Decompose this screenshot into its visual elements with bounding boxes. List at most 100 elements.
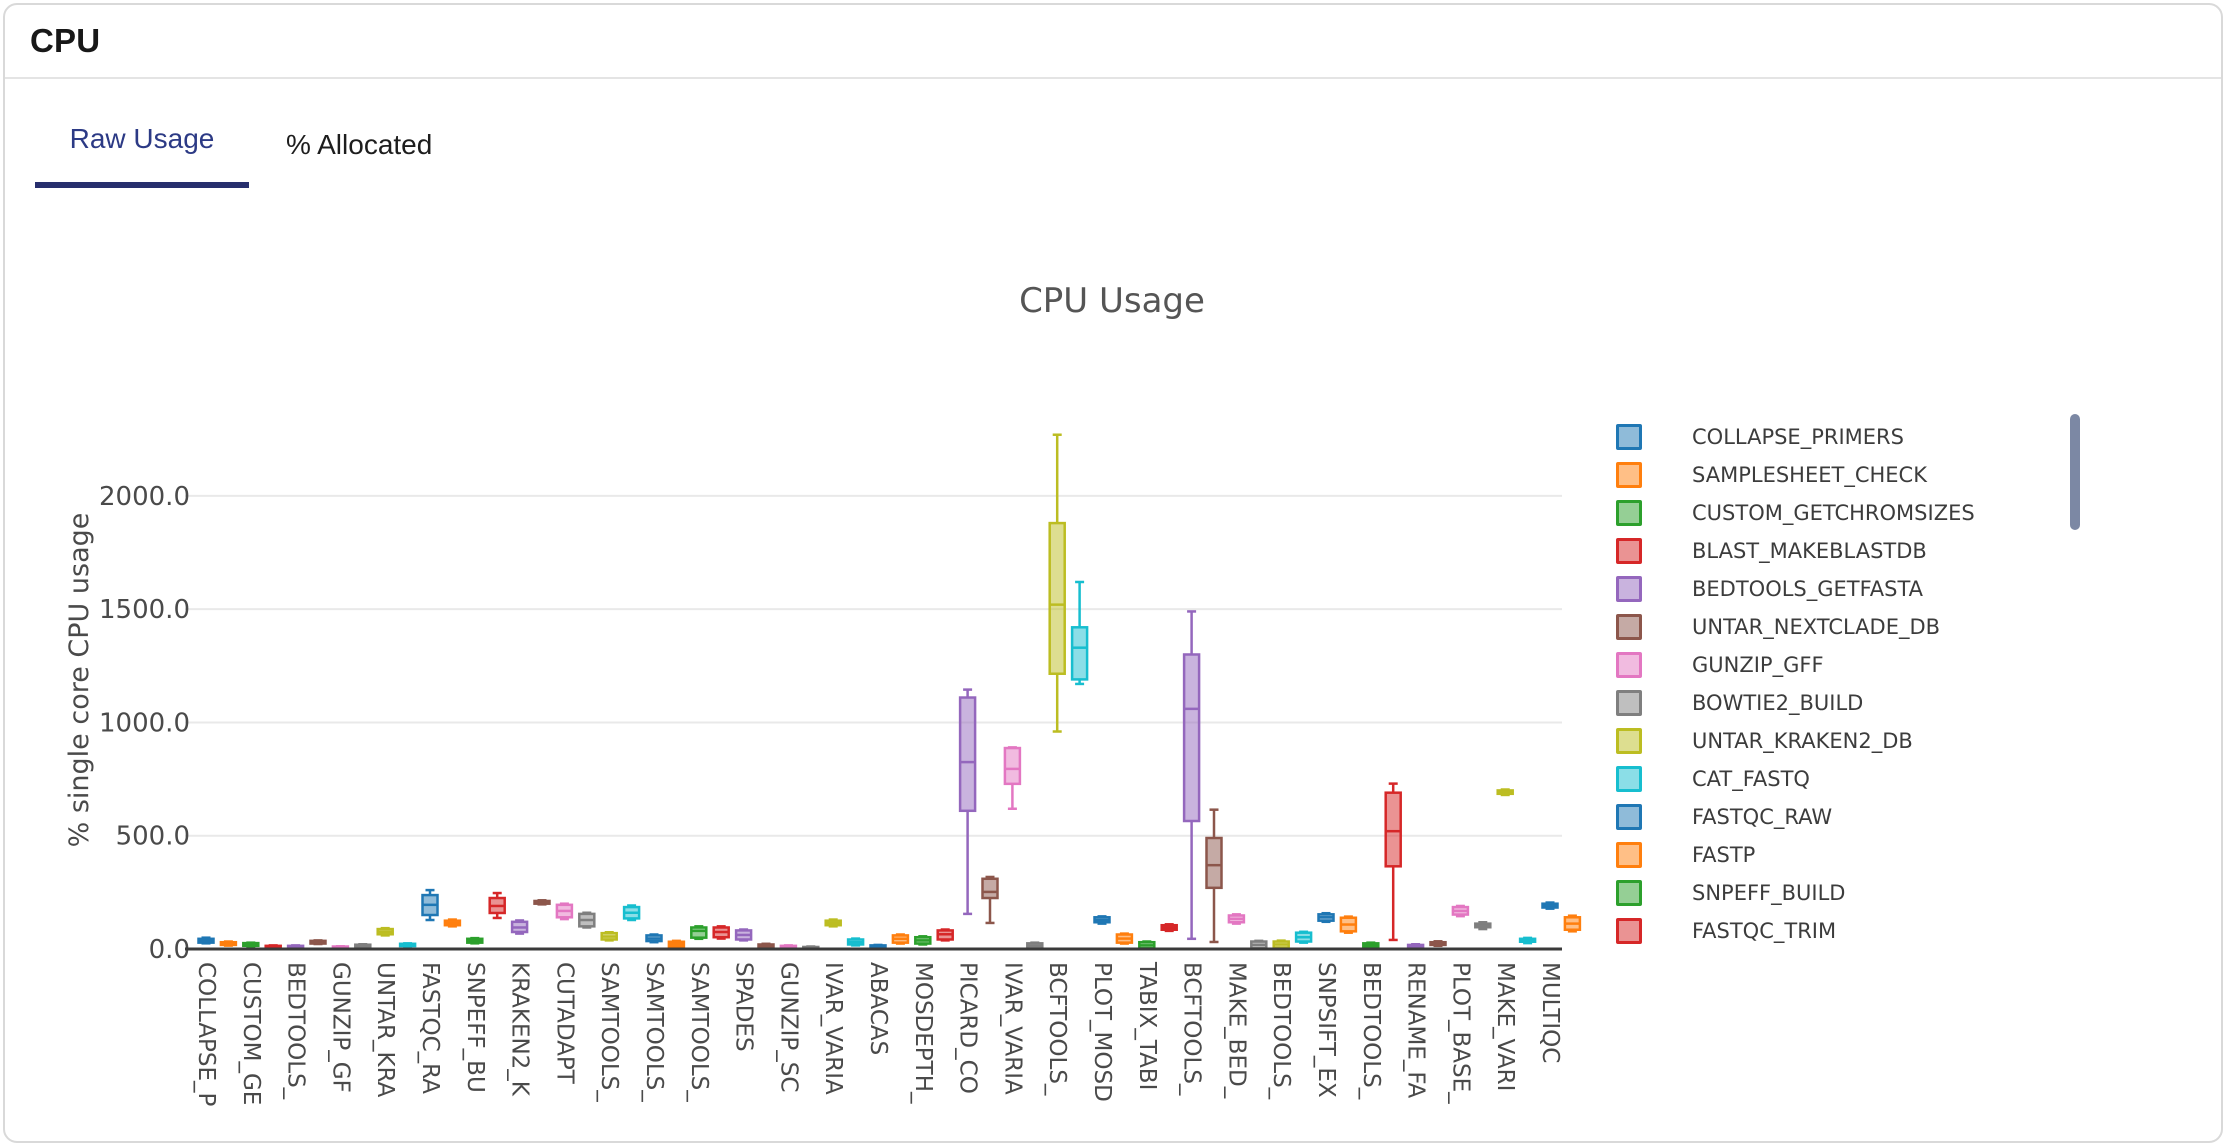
x-tick-label: PLOT_MOSD bbox=[1089, 962, 1115, 1102]
card-header: CPU bbox=[5, 5, 2221, 79]
legend-label: UNTAR_NEXTCLADE_DB bbox=[1692, 615, 1941, 639]
boxplot-trace bbox=[1003, 746, 1022, 811]
legend-label: SNPEFF_BUILD bbox=[1692, 881, 1846, 905]
legend-swatch-icon bbox=[1616, 918, 1642, 944]
boxplot-trace bbox=[1070, 580, 1089, 686]
y-tick-label: 0.0 bbox=[149, 935, 190, 965]
legend-item[interactable]: UNTAR_NEXTCLADE_DB bbox=[1616, 614, 1975, 640]
tab-percent-allocated[interactable]: % Allocated bbox=[286, 129, 433, 160]
boxplot-trace bbox=[1272, 939, 1290, 950]
cpu-card: CPU Raw Usage % Allocated bbox=[3, 3, 2223, 1143]
boxplot-trace bbox=[645, 933, 663, 944]
legend-item[interactable]: SNPEFF_BUILD bbox=[1616, 880, 1975, 906]
boxplot-trace bbox=[690, 925, 708, 941]
x-tick-label: MOSDEPTH_ bbox=[910, 962, 936, 1104]
legend-item[interactable]: CUSTOM_GETCHROMSIZES bbox=[1616, 500, 1975, 526]
boxplot-trace bbox=[914, 935, 932, 946]
legend-swatch-icon bbox=[1616, 576, 1642, 602]
y-tick-label: 1500.0 bbox=[99, 595, 190, 625]
boxplot-trace bbox=[958, 688, 977, 916]
x-tick-label: SNPSIFT_EX bbox=[1313, 962, 1339, 1098]
boxplot-trace bbox=[1160, 923, 1178, 933]
legend-item[interactable]: BLAST_MAKEBLASTDB bbox=[1616, 538, 1975, 564]
legend-item[interactable]: FASTQC_TRIM bbox=[1616, 918, 1975, 944]
chart-legend: COLLAPSE_PRIMERS SAMPLESHEET_CHECK CUSTOM_… bbox=[1616, 424, 1975, 956]
legend-label: FASTQC_TRIM bbox=[1692, 919, 1837, 943]
legend-swatch-icon bbox=[1616, 462, 1642, 488]
boxplot-trace bbox=[578, 911, 596, 929]
legend-item[interactable]: FASTP bbox=[1616, 842, 1975, 868]
legend-item[interactable]: CAT_FASTQ bbox=[1616, 766, 1975, 792]
legend-label: BEDTOOLS_GETFASTA bbox=[1692, 577, 1924, 601]
boxplot-trace bbox=[488, 891, 506, 920]
legend-item[interactable]: BEDTOOLS_GETFASTA bbox=[1616, 576, 1975, 602]
x-tick-label: SAMTOOLS_ bbox=[596, 962, 622, 1102]
legend-label: CUSTOM_GETCHROMSIZES bbox=[1692, 501, 1975, 525]
x-tick-label: GUNZIP_GF bbox=[327, 962, 353, 1093]
x-tick-label: FASTQC_RA bbox=[417, 962, 443, 1094]
boxplot-trace bbox=[622, 904, 641, 922]
legend-label: UNTAR_KRAKEN2_DB bbox=[1692, 729, 1913, 753]
x-tick-label: BCFTOOLS_ bbox=[1044, 962, 1070, 1096]
boxplot-trace bbox=[1205, 808, 1223, 944]
legend-item[interactable]: SAMPLESHEET_CHECK bbox=[1616, 462, 1975, 488]
legend-item[interactable]: COLLAPSE_PRIMERS bbox=[1616, 424, 1975, 450]
legend-swatch-icon bbox=[1616, 500, 1642, 526]
y-tick-label: 500.0 bbox=[116, 822, 190, 852]
boxplot-trace bbox=[846, 937, 865, 947]
boxplot-trace bbox=[354, 942, 372, 949]
y-tick-label: 1000.0 bbox=[99, 708, 190, 738]
boxplot-trace bbox=[1406, 942, 1425, 950]
legend-label: SAMPLESHEET_CHECK bbox=[1692, 463, 1927, 487]
x-tick-label: UNTAR_KRA bbox=[372, 962, 398, 1098]
legend-item[interactable]: FASTQC_RAW bbox=[1616, 804, 1975, 830]
legend-swatch-icon bbox=[1616, 538, 1642, 564]
x-tick-label: SAMTOOLS_ bbox=[686, 962, 712, 1102]
legend-swatch-icon bbox=[1616, 880, 1642, 906]
boxplot-trace bbox=[1496, 788, 1514, 797]
legend-scrollbar-thumb[interactable] bbox=[2070, 414, 2080, 530]
legend-label: FASTP bbox=[1692, 843, 1756, 867]
x-tick-label: IVAR_VARIA bbox=[999, 962, 1025, 1095]
boxplot-trace bbox=[1474, 921, 1492, 931]
boxplot-trace bbox=[398, 942, 417, 948]
boxplot-trace bbox=[466, 936, 484, 945]
x-tick-label: GUNZIP_SC bbox=[775, 962, 801, 1092]
chart-title: CPU Usage bbox=[1019, 281, 1205, 321]
x-tick-label: PLOT_BASE_ bbox=[1447, 962, 1473, 1104]
boxplot-trace bbox=[712, 925, 730, 940]
tab-raw-usage[interactable]: Raw Usage bbox=[35, 123, 249, 188]
boxplot-trace bbox=[443, 918, 462, 928]
legend-item[interactable]: GUNZIP_GFF bbox=[1616, 652, 1975, 678]
boxplot-trace bbox=[1317, 911, 1335, 924]
boxplot-trace bbox=[510, 919, 529, 935]
x-tick-label: SAMTOOLS_ bbox=[641, 962, 667, 1102]
boxplot-trace bbox=[1227, 913, 1246, 925]
legend-label: GUNZIP_GFF bbox=[1692, 653, 1824, 677]
legend-swatch-icon bbox=[1616, 424, 1642, 450]
legend-swatch-icon bbox=[1616, 614, 1642, 640]
boxplot-trace bbox=[1115, 932, 1134, 945]
page-title: CPU bbox=[30, 22, 101, 59]
x-tick-label: TABIX_TABI bbox=[1134, 961, 1160, 1090]
x-tick-label: KRAKEN2_K bbox=[507, 962, 533, 1097]
y-tick-label: 2000.0 bbox=[99, 482, 190, 512]
boxplot-trace bbox=[286, 944, 305, 950]
legend-label: FASTQC_RAW bbox=[1692, 805, 1833, 829]
boxplot-trace bbox=[376, 926, 394, 937]
legend-label: BLAST_MAKEBLASTDB bbox=[1692, 539, 1927, 563]
legend-item[interactable]: BOWTIE2_BUILD bbox=[1616, 690, 1975, 716]
boxplot-trace bbox=[667, 939, 686, 949]
legend-label: BOWTIE2_BUILD bbox=[1692, 691, 1864, 715]
legend-swatch-icon bbox=[1616, 842, 1642, 868]
legend-item[interactable]: UNTAR_KRAKEN2_DB bbox=[1616, 728, 1975, 754]
x-tick-label: IVAR_VARIA bbox=[820, 962, 846, 1095]
boxplot-trace bbox=[421, 888, 439, 922]
x-tick-label: BEDTOOLS_ bbox=[1358, 962, 1384, 1100]
x-tick-label: BEDTOOLS_ bbox=[1268, 962, 1294, 1100]
boxplot-trace bbox=[242, 941, 260, 948]
legend-label: COLLAPSE_PRIMERS bbox=[1692, 425, 1904, 449]
tab-bar: Raw Usage % Allocated bbox=[35, 123, 432, 188]
legend-swatch-icon bbox=[1616, 652, 1642, 678]
boxplot-trace bbox=[555, 902, 574, 921]
